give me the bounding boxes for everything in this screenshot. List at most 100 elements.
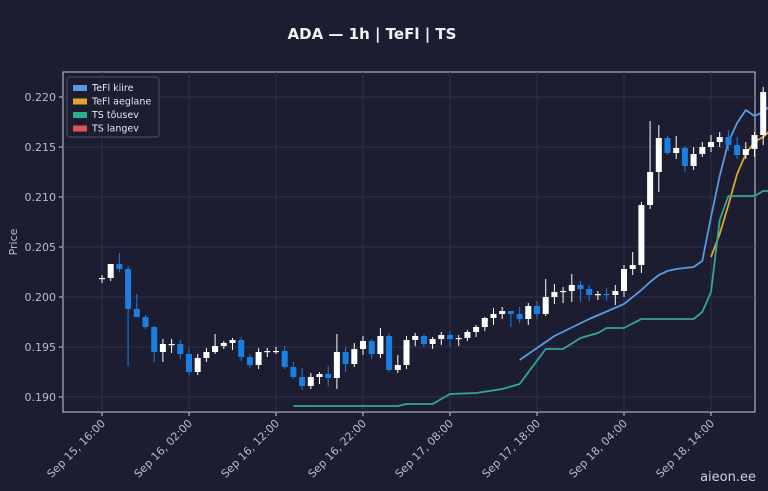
candle-body (673, 148, 680, 153)
candle-body (568, 285, 575, 291)
y-tick-label: 0.200 (25, 291, 57, 304)
series-line (519, 106, 768, 361)
candle-body (490, 314, 497, 318)
candle-body (403, 340, 410, 365)
y-tick-label: 0.215 (25, 141, 57, 154)
candle-body (142, 317, 149, 327)
legend-swatch (73, 98, 87, 105)
legend-swatch (73, 112, 87, 118)
candle-body (708, 142, 714, 147)
candle-body (325, 374, 332, 378)
y-axis-label: Price (7, 228, 20, 255)
series-line (293, 190, 768, 407)
candle-body (420, 336, 427, 344)
candle-body (238, 340, 245, 357)
candle-body (612, 291, 619, 295)
candle-body (229, 340, 236, 343)
candle-body (534, 306, 540, 314)
candle-body (368, 341, 375, 354)
x-tick-label: Sep 17, 08:00 (393, 417, 457, 481)
candle-body (586, 289, 593, 295)
candle-body (594, 294, 601, 296)
x-tick-label: Sep 16, 12:00 (219, 417, 283, 481)
candle-body (264, 351, 271, 353)
candle-body (629, 265, 636, 269)
candle-body (194, 358, 201, 372)
y-tick-label: 0.190 (25, 391, 57, 404)
candle-body (438, 335, 445, 339)
candle-body (377, 336, 384, 354)
candle-body (299, 377, 306, 386)
candle-body (316, 374, 323, 377)
candles (99, 87, 767, 390)
candle-body (412, 336, 419, 340)
candle-body (603, 294, 610, 296)
legend-label: TS tõusev (91, 110, 139, 121)
chart-title: ADA — 1h | TeFl | TS (288, 25, 457, 44)
candle-body (125, 269, 132, 309)
candle-body (177, 344, 184, 354)
candle-body (386, 336, 393, 370)
candle-body (429, 339, 436, 344)
candle-body (525, 306, 532, 319)
candle-body (186, 354, 192, 372)
candle-body (360, 341, 366, 349)
legend-swatch (73, 85, 87, 91)
x-axis-ticks: Sep 15, 16:00 Sep 16, 02:00 Sep 16, 12:00 S… (45, 412, 717, 481)
candle-body (481, 318, 488, 327)
candle-body (551, 292, 558, 297)
legend-swatch (73, 125, 87, 132)
x-tick-label: Sep 18, 04:00 (567, 417, 631, 481)
candle-body (273, 351, 279, 353)
candle-body (655, 138, 662, 172)
y-axis-ticks: 0.190 0.195 0.200 0.205 0.210 0.215 0.220 (25, 91, 63, 404)
candle-body (168, 344, 175, 346)
x-tick-label: Sep 15, 16:00 (45, 417, 109, 481)
candle-body (760, 92, 767, 135)
x-tick-label: Sep 16, 02:00 (132, 417, 196, 481)
candle-body (473, 327, 480, 332)
candle-body (220, 343, 227, 346)
candle-body (499, 311, 506, 314)
candle-body (333, 352, 340, 378)
candle-body (751, 135, 758, 149)
candle-body (690, 154, 697, 166)
indicator-series (293, 106, 768, 407)
y-tick-label: 0.195 (25, 341, 57, 354)
x-tick-label: Sep 16, 22:00 (306, 417, 370, 481)
legend-label: TeFl aeglane (91, 97, 151, 108)
plot-border (62, 71, 756, 413)
y-tick-label: 0.205 (25, 241, 57, 254)
candle-body (560, 291, 567, 293)
candle-body (281, 351, 288, 367)
candle-body (342, 352, 349, 364)
candle-body (664, 138, 671, 153)
candle-body (116, 264, 123, 269)
legend: TeFl kiire TeFl aeglane TS tõusev TS langev (66, 76, 160, 138)
candle-body (577, 285, 584, 289)
candle-body (699, 147, 706, 154)
candle-body (516, 314, 523, 319)
candle-body (351, 349, 358, 364)
candle-body (621, 269, 627, 291)
candle-body (734, 145, 741, 155)
candle-body (464, 332, 471, 338)
candle-body (455, 338, 462, 340)
plot-area (62, 71, 756, 413)
x-tick-label: Sep 17, 18:00 (480, 417, 544, 481)
candle-body (681, 148, 688, 166)
candle-body (255, 352, 262, 365)
candle-body (638, 205, 645, 265)
candle-body (203, 352, 210, 358)
candle-body (290, 367, 297, 377)
candle-body (246, 357, 253, 365)
candle-body (647, 172, 654, 205)
candle-body (159, 344, 166, 352)
legend-label: TeFl kiire (91, 83, 134, 94)
candle-body (394, 365, 401, 370)
candle-body (107, 264, 114, 278)
legend-box (66, 76, 160, 138)
candle-body (447, 335, 453, 339)
candle-body (212, 346, 219, 352)
candle-body (542, 297, 549, 314)
